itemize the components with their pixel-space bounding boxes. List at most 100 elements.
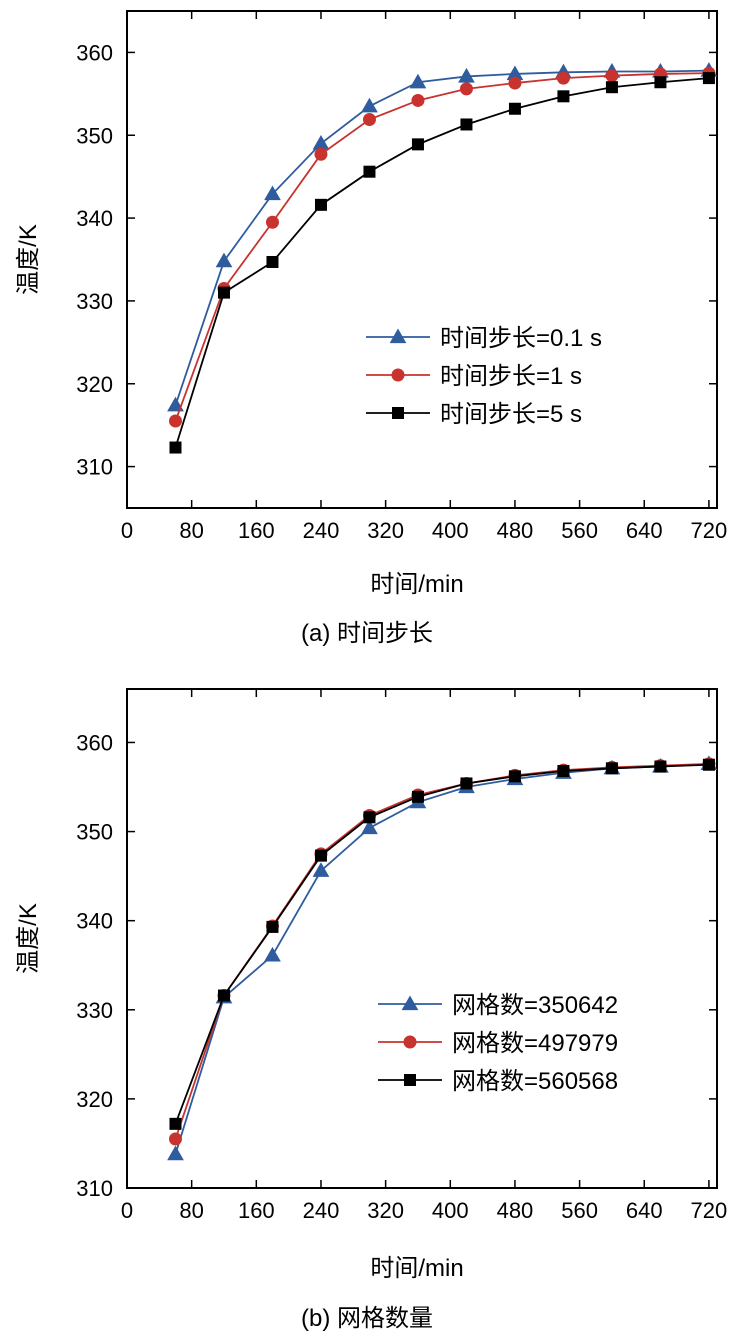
series-line xyxy=(174,763,709,1125)
x-tick-label: 720 xyxy=(691,518,728,543)
chart-a: 0 80 160 240 320 400 480 560 640 720 310 320 330 340 3… xyxy=(15,10,728,647)
data-point xyxy=(312,862,330,877)
data-point xyxy=(266,255,279,268)
y-tick-label: 350 xyxy=(76,123,113,148)
legend-label: 网格数=497979 xyxy=(452,1030,618,1057)
x-tick-label: 80 xyxy=(179,518,203,543)
x-tick-label: 720 xyxy=(691,1198,728,1223)
chart-caption: (a) 时间步长 xyxy=(301,620,433,647)
data-point xyxy=(508,102,521,115)
y-tick-label: 360 xyxy=(76,40,113,65)
x-tick-label: 320 xyxy=(367,518,404,543)
series-1 xyxy=(168,66,716,428)
plot-frame xyxy=(126,688,718,1189)
data-point xyxy=(363,165,376,178)
y-tick-label: 310 xyxy=(76,1176,113,1201)
data-point xyxy=(266,920,279,933)
data-point xyxy=(217,989,230,1002)
data-point xyxy=(264,946,281,962)
data-point xyxy=(362,113,376,127)
series-2 xyxy=(169,758,715,1130)
legend-label: 网格数=560568 xyxy=(452,1068,618,1095)
y-tick-label: 320 xyxy=(76,372,113,397)
data-point xyxy=(605,69,619,83)
data-point xyxy=(702,758,715,771)
y-tick-label: 320 xyxy=(76,1087,113,1112)
data-point xyxy=(508,76,522,90)
legend-label: 时间步长=5 s xyxy=(440,401,582,428)
data-point xyxy=(361,97,378,113)
series-line xyxy=(174,69,709,406)
data-point xyxy=(460,777,473,790)
data-point xyxy=(702,72,715,85)
legend-label: 时间步长=0.1 s xyxy=(440,325,602,352)
data-point xyxy=(167,1145,184,1161)
data-point xyxy=(264,185,281,201)
y-tick-label: 350 xyxy=(76,820,113,845)
y-tick-label: 330 xyxy=(76,998,113,1023)
legend-label: 网格数=350642 xyxy=(452,992,618,1019)
y-axis-title: 温度/K xyxy=(15,224,42,295)
data-point xyxy=(411,93,425,107)
data-point xyxy=(314,198,327,211)
series-2 xyxy=(169,72,715,454)
plot-frame xyxy=(126,10,718,509)
legend-marker xyxy=(403,1035,417,1049)
x-tick-label: 560 xyxy=(561,518,598,543)
chart-caption: (b) 网格数量 xyxy=(301,1305,433,1332)
data-point xyxy=(361,819,378,835)
data-point xyxy=(314,147,328,161)
chart-panel-b: 0 80 160 240 320 400 480 560 640 720 310 320 330 340 3… xyxy=(0,670,735,1340)
data-point xyxy=(312,135,330,150)
series-1 xyxy=(168,757,716,1146)
data-point xyxy=(458,67,475,83)
x-tick-label: 400 xyxy=(432,1198,469,1223)
data-point xyxy=(411,790,424,803)
x-tick-label: 560 xyxy=(561,1198,598,1223)
data-point xyxy=(314,849,327,862)
x-tick-label: 480 xyxy=(497,1198,534,1223)
data-point xyxy=(460,118,473,131)
x-tick-label: 640 xyxy=(626,1198,663,1223)
x-tick-label: 240 xyxy=(303,1198,340,1223)
data-point xyxy=(557,764,570,777)
x-tick-label: 160 xyxy=(238,1198,275,1223)
y-tick-label: 340 xyxy=(76,909,113,934)
x-axis-title: 时间/min xyxy=(370,571,463,598)
y-tick-label: 360 xyxy=(76,730,113,755)
legend-marker xyxy=(401,995,419,1011)
data-point xyxy=(215,252,233,268)
legend-marker xyxy=(404,1074,416,1086)
series-line xyxy=(174,72,709,422)
data-point xyxy=(168,1132,182,1146)
x-tick-label: 400 xyxy=(432,518,469,543)
data-point xyxy=(168,414,182,428)
data-point xyxy=(605,81,618,94)
data-point xyxy=(411,138,424,151)
data-point xyxy=(654,760,667,773)
y-tick-label: 330 xyxy=(76,289,113,314)
series-0 xyxy=(167,62,718,412)
data-point xyxy=(557,90,570,103)
data-point xyxy=(409,73,427,89)
x-tick-label: 160 xyxy=(238,518,275,543)
data-point xyxy=(508,770,521,783)
x-tick-label: 80 xyxy=(179,1198,203,1223)
y-axis-title: 温度/K xyxy=(15,903,42,974)
x-tick-label: 640 xyxy=(626,518,663,543)
x-tick-label: 0 xyxy=(121,518,133,543)
data-point xyxy=(363,811,376,824)
data-point xyxy=(217,286,230,299)
legend-marker xyxy=(392,407,404,419)
y-tick-label: 340 xyxy=(76,206,113,231)
data-point xyxy=(167,396,184,412)
legend-marker xyxy=(391,368,405,382)
data-point xyxy=(605,762,618,775)
y-tick-label: 310 xyxy=(76,455,113,480)
legend-label: 时间步长=1 s xyxy=(440,363,582,390)
series-line xyxy=(174,77,709,448)
series-line xyxy=(174,762,709,1155)
data-point xyxy=(654,76,667,89)
data-point xyxy=(169,441,182,454)
x-tick-label: 320 xyxy=(367,1198,404,1223)
